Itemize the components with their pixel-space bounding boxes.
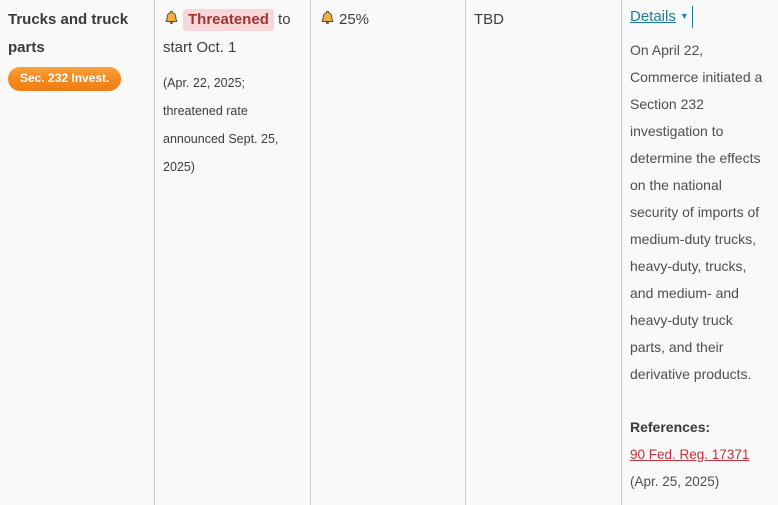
cell-status: Threatened to start Oct. 1 (Apr. 22, 202… — [155, 0, 311, 505]
section-232-badge: Sec. 232 Invest. — [8, 67, 122, 91]
cell-details: Details ▾ On April 22, Commerce initiate… — [622, 0, 778, 505]
chevron-down-icon: ▾ — [681, 11, 687, 22]
bell-icon — [165, 10, 178, 25]
cell-rate: 25% — [311, 0, 466, 505]
status-threatened-tag: Threatened — [183, 9, 274, 31]
details-body-text: On April 22, Commerce initiated a Sectio… — [630, 42, 763, 382]
reference-date: (Apr. 25, 2025) — [630, 474, 720, 489]
rate-value: 25% — [339, 11, 370, 28]
cell-scope: TBD — [466, 0, 622, 505]
status-text: to start Oct. 1 — [163, 11, 291, 56]
status-line: Threatened to start Oct. 1 — [163, 6, 302, 62]
scope-value: TBD — [474, 11, 504, 28]
bell-icon — [321, 10, 334, 25]
details-dropdown-toggle[interactable]: Details ▾ — [630, 6, 693, 28]
cell-product: Trucks and truck parts Sec. 232 Invest. — [0, 0, 155, 505]
federal-register-link[interactable]: 90 Fed. Reg. 17371 — [630, 447, 750, 462]
details-link[interactable]: Details — [630, 8, 676, 25]
product-title: Trucks and truck parts — [8, 11, 129, 56]
status-note: (Apr. 22, 2025; threatened rate announce… — [163, 76, 279, 174]
references-label: References: — [630, 419, 711, 435]
rate-line: 25% — [319, 6, 457, 34]
